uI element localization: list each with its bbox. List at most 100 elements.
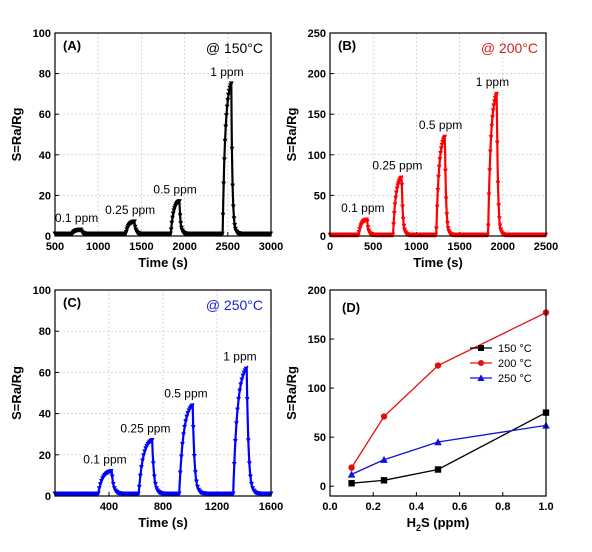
data-point [436,174,441,180]
y-tick-label: 150 [308,334,326,346]
data-point [437,157,443,162]
data-point [176,491,182,497]
data-point [355,232,361,238]
data-point [189,403,195,409]
data-point [229,146,235,152]
data-point [183,419,189,424]
data-point [226,92,231,98]
y-tick-label: 20 [39,190,51,202]
data-point [393,195,399,201]
response-series [327,91,549,238]
y-tick-label: 250 [308,28,326,40]
data-point [497,223,503,229]
x-tick-label: 1600 [259,501,283,513]
data-point [486,192,492,198]
x-tick-label: 500 [46,241,64,253]
legend: 150 °C 200 °C 250 °C [470,343,532,385]
x-tick-label: 1500 [447,241,471,253]
data-point [400,216,406,222]
data-point [132,224,138,230]
data-point [237,388,243,394]
panel-c: 400 800 1200 1600 0 20 40 60 80 100 0.1 ppm 0.25 pp… [9,285,283,530]
data-point [228,81,234,87]
axis-ticks: 500 1000 1500 2000 2500 3000 0 20 40 60 80 100 [33,28,284,253]
data-point [238,382,244,388]
x-tick-label: 1500 [129,241,153,253]
plot-frame [54,289,272,497]
y-tick-label: 60 [39,109,51,121]
concentration-label: 0.5 ppm [153,182,196,196]
y-tick-label: 80 [39,326,51,338]
series-line [351,412,547,484]
data-point [443,168,448,174]
data-point [177,213,183,219]
x-tick-label: 1.0 [538,501,553,513]
data-point [182,424,187,430]
x-tick-label: 2500 [534,241,558,253]
concentration-label: 1 ppm [210,65,243,79]
data-point [150,461,156,467]
data-point [170,215,175,221]
y-tick-label: 0 [320,481,326,493]
data-point [494,140,500,146]
data-point [231,216,237,222]
data-point [96,486,102,492]
concentration-label: 1 ppm [223,349,256,363]
data-point [220,212,226,218]
data-point [248,474,253,480]
data-point [244,397,250,402]
concentration-label: 0.25 ppm [105,203,155,217]
data-point [478,360,484,366]
data-point [485,232,490,238]
x-tick-label: 0.6 [452,501,467,513]
data-point [439,142,445,148]
data-point [194,479,199,485]
data-point [231,461,237,467]
data-point [177,199,182,204]
data-point [230,183,236,189]
data-point [364,219,370,225]
data-point [249,481,254,487]
data-point [177,470,183,476]
data-point [434,226,439,232]
y-tick-label: 20 [39,450,51,462]
data-point [178,454,184,460]
data-point [392,202,398,208]
data-point [488,135,494,140]
data-point [434,466,442,473]
plot-area [55,33,271,236]
y-tick-label: 100 [33,28,51,40]
x-tick-label: 0.2 [366,501,381,513]
data-point [141,453,146,459]
concentration-label: 0.5 ppm [164,386,207,400]
data-point [365,225,371,231]
data-point [149,437,155,443]
axis-ticks: 400 800 1200 1600 0 20 40 60 80 100 [33,285,284,513]
concentration-label: 1 ppm [476,75,509,89]
panel-label: (D) [342,300,360,315]
data-point [190,424,196,430]
data-point [434,362,442,369]
x-tick-label: 0.0 [322,501,337,513]
data-point [490,115,495,121]
panel-b: 0 500 1000 1500 2000 2500 0 50 100 150 200 250 0.1 p… [284,28,558,270]
y-tick-label: 100 [33,285,51,297]
x-tick-label: 0.4 [409,501,425,513]
x-tick-label: 1000 [404,241,428,253]
series-line [351,424,547,475]
data-point [234,421,239,427]
data-point [247,461,252,467]
data-point [224,113,229,119]
temperature-label: @ 200°C [481,40,538,56]
data-point [168,227,174,233]
data-point [191,453,197,459]
pulse-annotations: 0.1 ppm 0.25 ppm 0.5 ppm 1 ppm [55,65,244,225]
data-point [193,470,198,476]
data-point [178,221,184,227]
data-point [169,220,175,226]
x-axis-label: Time (s) [413,255,463,270]
data-point [225,97,231,103]
data-point [348,480,355,487]
x-axis-label: Time (s) [138,515,188,530]
